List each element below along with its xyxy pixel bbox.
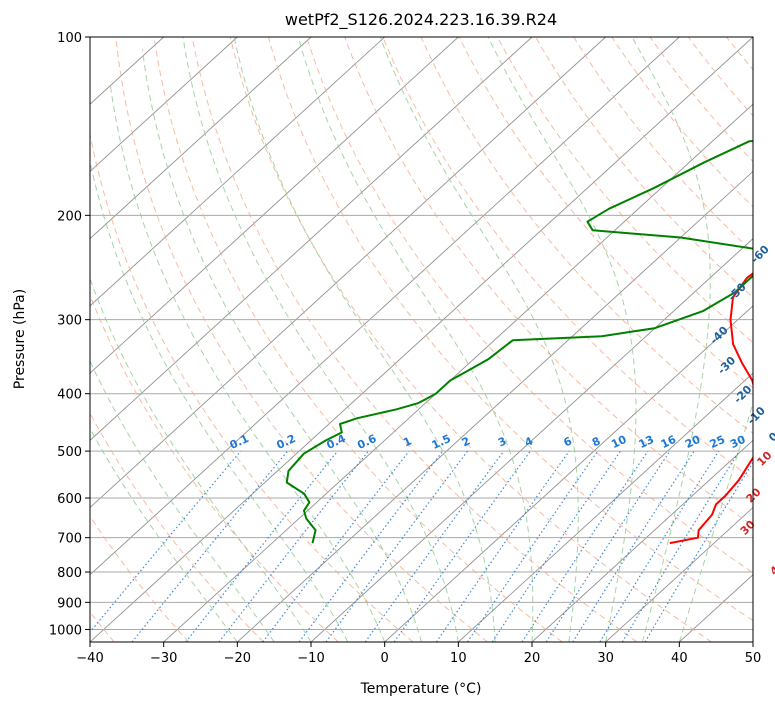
mixing-ratio-line xyxy=(262,450,410,642)
temperature-profile-line xyxy=(669,272,753,545)
dry-adiabat-line xyxy=(573,37,753,253)
isotherm-line xyxy=(605,506,753,642)
dry-adiabat-line xyxy=(115,37,488,642)
mixing-ratio-line xyxy=(393,450,531,642)
isotherm-line xyxy=(310,238,753,642)
isotherm-line xyxy=(237,170,753,642)
isotherm-lines xyxy=(90,37,753,642)
plot-frame xyxy=(89,36,754,643)
mixing-ratio-line xyxy=(545,450,671,642)
moist-adiabat-line xyxy=(109,83,386,642)
y-tick-label: 800 xyxy=(57,566,82,581)
mixing-ratio-label: 16 xyxy=(659,433,679,451)
isotherm-line xyxy=(163,103,753,642)
plot-border xyxy=(89,36,754,643)
moist-adiabat-line xyxy=(182,37,459,642)
y-tick-label: 300 xyxy=(57,314,82,329)
isotherm-line xyxy=(90,37,533,441)
moist-adiabat-line xyxy=(90,359,275,642)
y-tick-label: 600 xyxy=(57,492,82,507)
chart-title: wetPf2_S126.2024.223.16.39.R24 xyxy=(285,10,557,30)
sounding-profiles xyxy=(285,139,753,545)
x-tick-label: −30 xyxy=(150,651,177,666)
moist-adiabat-label: 40 xyxy=(767,558,775,578)
moist-adiabat-lines xyxy=(90,37,753,642)
isotherm-line xyxy=(90,37,680,576)
mixing-ratio-label: 13 xyxy=(637,433,656,451)
x-tick-label: 50 xyxy=(745,651,762,666)
dry-adiabat-line xyxy=(90,131,414,642)
y-tick-label: 400 xyxy=(57,388,82,403)
isotherm-line xyxy=(752,641,753,642)
y-tick-label: 500 xyxy=(57,445,82,460)
mixing-ratio-line xyxy=(466,450,599,642)
mixing-ratio-line xyxy=(364,450,505,642)
mixing-ratio-lines xyxy=(90,450,753,642)
moist-adiabat-label: 10 xyxy=(754,448,774,468)
dry-adiabat-line xyxy=(382,37,753,481)
dry-adiabat-line xyxy=(306,37,753,574)
x-tick-label: 40 xyxy=(671,651,688,666)
mixing-ratio-label: 20 xyxy=(683,433,703,451)
y-tick-label: 100 xyxy=(57,31,82,46)
moist-adiabat-line xyxy=(379,37,579,642)
isotherm-line xyxy=(90,37,312,240)
moist-adiabat-line xyxy=(631,37,711,642)
mixing-ratio-line xyxy=(599,450,720,642)
dry-adiabat-line xyxy=(191,37,638,642)
y-tick-label: 1000 xyxy=(49,623,82,638)
dry-adiabat-line xyxy=(765,37,775,642)
mixing-ratio-line xyxy=(218,450,369,642)
x-axis-ticks: −40 −30 −20 −10 0 10 20 30 40 50 xyxy=(76,642,761,666)
isotherm-line xyxy=(90,37,385,307)
dry-adiabat-line xyxy=(649,37,753,163)
dry-adiabat-line xyxy=(229,37,712,642)
isotherm-line xyxy=(458,372,753,642)
mixing-ratio-label: 10 xyxy=(609,433,629,451)
mixing-ratio-line xyxy=(90,450,242,633)
isotherm-line xyxy=(384,305,753,642)
isotherm-line xyxy=(90,37,238,173)
isotherm-line xyxy=(531,439,753,642)
x-tick-label: 30 xyxy=(597,651,614,666)
mixing-ratio-line xyxy=(644,461,753,642)
moist-adiabat-line xyxy=(90,427,238,642)
y-axis-ticks: 100 200 300 400 500 600 700 800 900 1000 xyxy=(49,31,90,638)
mixing-ratio-label: 30 xyxy=(728,433,748,451)
x-tick-label: −10 xyxy=(297,651,324,666)
dry-adiabat-line xyxy=(496,37,753,344)
y-tick-label: 900 xyxy=(57,596,82,611)
isotherm-line xyxy=(90,37,459,374)
x-tick-label: 0 xyxy=(381,651,389,666)
isotherm-line xyxy=(90,37,606,509)
moist-adiabat-line xyxy=(297,37,534,642)
x-tick-label: −20 xyxy=(224,651,251,666)
dry-adiabat-line xyxy=(153,37,563,642)
isobar-lines xyxy=(90,37,753,630)
dewpoint-profile-line xyxy=(285,139,753,544)
mixing-ratio-label: 25 xyxy=(708,433,727,451)
dry-adiabat-line xyxy=(458,37,753,389)
mixing-ratio-line xyxy=(621,450,740,642)
dry-adiabat-line xyxy=(90,412,264,642)
mixing-ratio-line xyxy=(572,450,695,642)
mixing-ratio-line xyxy=(185,450,339,642)
moist-adiabat-line xyxy=(487,37,637,642)
dry-adiabat-line xyxy=(268,37,753,622)
moist-adiabat-line xyxy=(141,49,422,642)
y-axis-label: Pressure (hPa) xyxy=(12,289,28,389)
moist-adiabat-line xyxy=(233,37,496,642)
mixing-ratio-line xyxy=(131,450,289,642)
x-tick-label: 10 xyxy=(450,651,467,666)
moist-adiabat-line xyxy=(678,401,753,642)
dry-adiabat-line xyxy=(420,37,753,434)
y-tick-label: 700 xyxy=(57,532,82,547)
y-tick-label: 200 xyxy=(57,209,82,224)
x-tick-label: −40 xyxy=(76,651,103,666)
x-axis-label: Temperature (°C) xyxy=(360,681,482,697)
x-tick-label: 20 xyxy=(524,651,541,666)
dry-adiabat-label: 0 xyxy=(766,430,775,445)
